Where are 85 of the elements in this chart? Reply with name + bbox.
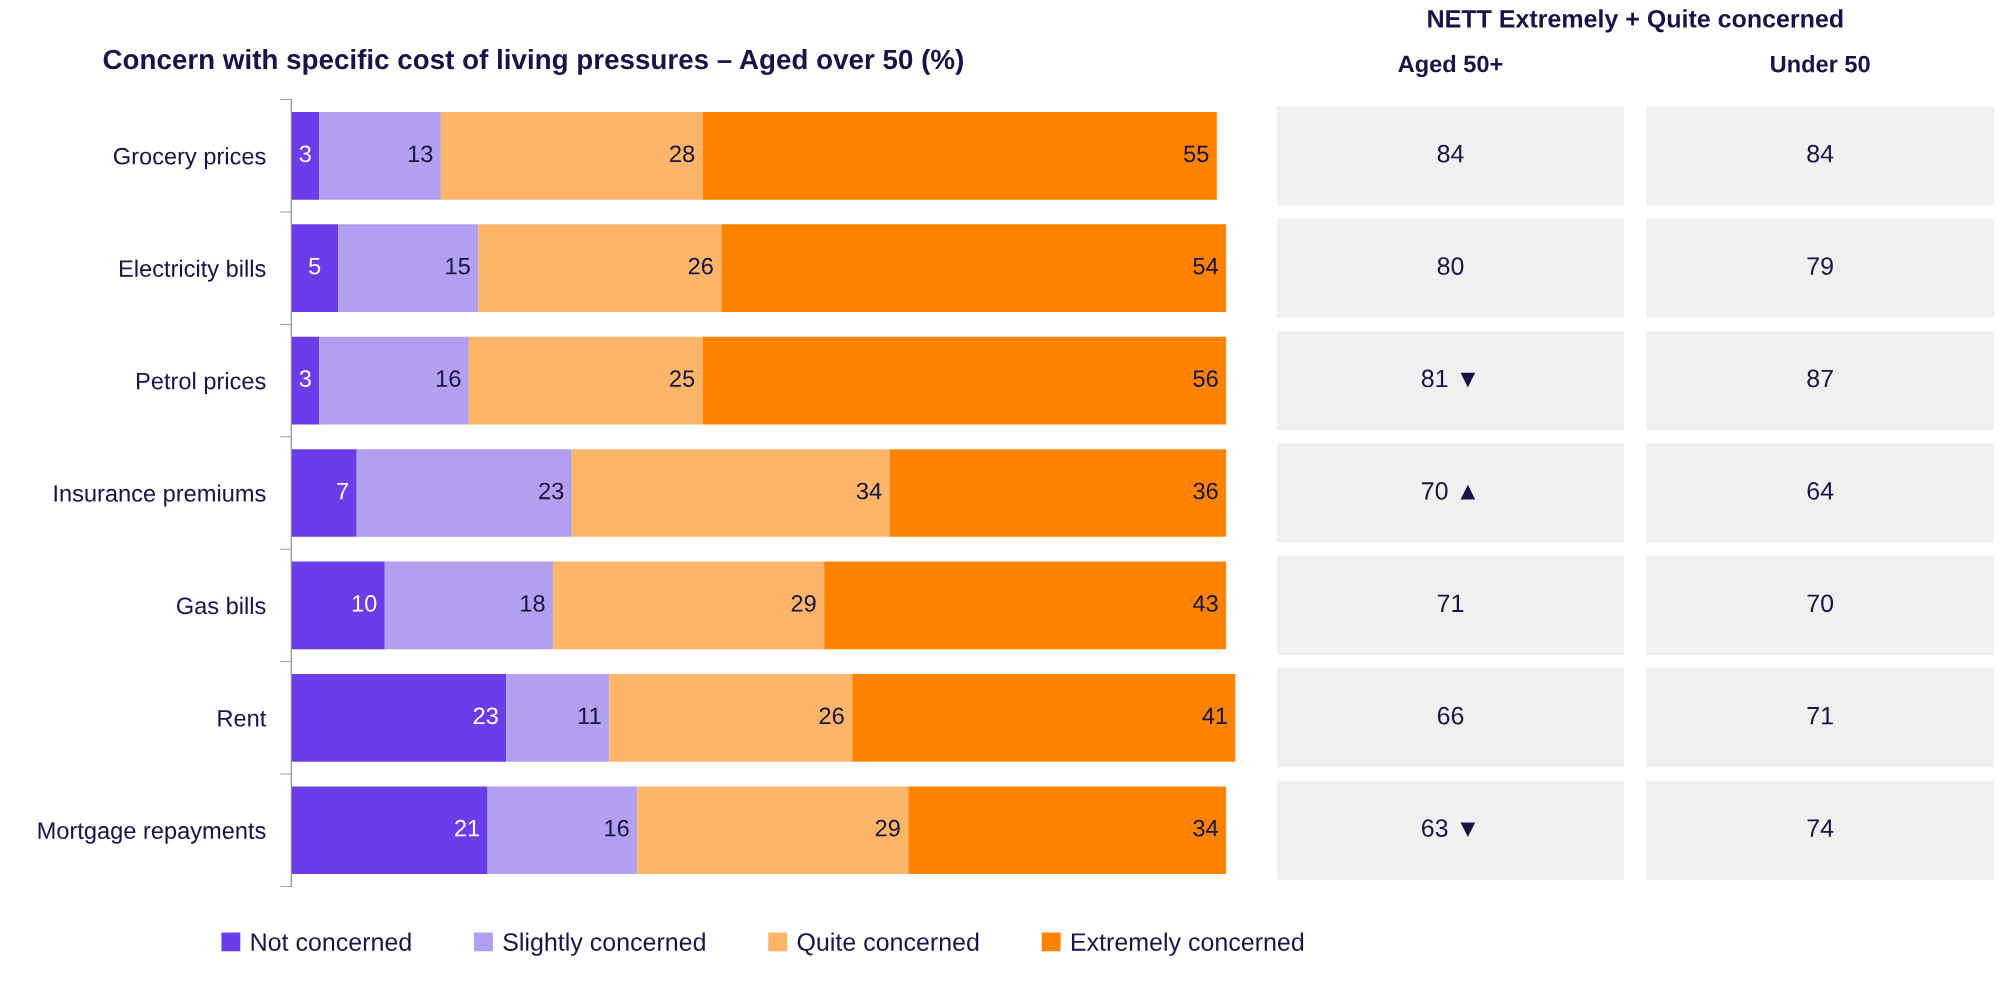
data-label: 3 — [299, 370, 311, 387]
data-label: 5 — [309, 258, 321, 275]
text: 84 — [1807, 144, 1834, 163]
text: 64 — [1807, 482, 1834, 500]
bar — [824, 561, 1227, 650]
legend-label: Quite concerned — [797, 932, 979, 956]
data-label: 3 — [299, 145, 311, 163]
chart-title: Concern with specific cost of living pressures – Aged over 50 (%) — [103, 48, 963, 75]
category-label: Under 50 — [1771, 55, 1870, 73]
data-label: 21 — [455, 819, 479, 837]
text: 66 — [1437, 706, 1464, 725]
legend-label: Extremely concerned — [1071, 932, 1304, 956]
data-label: 34 — [856, 482, 882, 500]
text: 70 — [1807, 594, 1834, 613]
text: 81 ▼ — [1421, 369, 1476, 388]
y-tick-label: Electricity bills — [119, 259, 266, 282]
legend-label: Slightly concerned — [503, 932, 705, 956]
data-label: 29 — [875, 819, 900, 837]
text: 63 ▼ — [1422, 819, 1476, 838]
text: 70 ▲ — [1422, 482, 1476, 500]
data-label: 25 — [670, 370, 695, 387]
data-label: 13 — [408, 145, 433, 163]
data-label: 26 — [819, 707, 844, 725]
bar — [637, 786, 909, 875]
data-label: 10 — [352, 595, 377, 612]
y-tick-label: Insurance premiums — [54, 484, 266, 507]
bar — [384, 561, 554, 650]
bar — [319, 336, 469, 425]
bar — [571, 449, 890, 537]
bar — [291, 673, 507, 762]
bar — [319, 111, 441, 200]
bar — [702, 336, 1227, 425]
data-label: 11 — [578, 707, 601, 724]
data-label: 54 — [1193, 258, 1219, 275]
data-label: 18 — [521, 595, 545, 612]
data-label: 36 — [1193, 482, 1218, 500]
bar — [852, 673, 1236, 762]
bar — [721, 224, 1227, 313]
bar — [506, 673, 610, 762]
data-label: 16 — [605, 819, 629, 837]
y-tick-label: Rent — [218, 710, 267, 727]
data-label: 15 — [446, 258, 470, 275]
bar — [291, 786, 488, 875]
data-label: 28 — [670, 145, 695, 163]
text: 79 — [1807, 257, 1833, 275]
data-label: 29 — [791, 595, 816, 612]
legend-label: Not concerned — [251, 932, 411, 951]
category-label: Aged 50+ — [1398, 55, 1503, 78]
bar — [487, 786, 638, 875]
bar — [553, 561, 825, 650]
y-tick-label: Mortgage repayments — [38, 822, 266, 844]
bar — [702, 111, 1217, 200]
data-label: 16 — [436, 370, 461, 387]
bar — [291, 561, 385, 650]
text: 80 — [1437, 257, 1464, 275]
data-label: 43 — [1192, 595, 1218, 612]
bar — [291, 336, 320, 425]
y-tick-label: Petrol prices — [137, 372, 266, 395]
text: 71 — [1807, 707, 1833, 725]
data-label: 26 — [688, 257, 713, 275]
data-label: 34 — [1193, 819, 1219, 837]
text: 74 — [1807, 819, 1834, 837]
text: 71 — [1437, 594, 1464, 612]
bar — [889, 449, 1227, 537]
bar — [338, 224, 479, 313]
data-label: 7 — [337, 482, 349, 500]
bar — [356, 449, 572, 537]
data-label: 55 — [1184, 145, 1209, 163]
y-tick-label: Grocery prices — [113, 147, 266, 170]
bar — [291, 224, 339, 313]
data-label: 23 — [539, 482, 564, 500]
text: NETT Extremely + Quite concerned — [1428, 9, 1843, 33]
data-label: 41 — [1202, 707, 1227, 724]
bar — [440, 111, 703, 200]
text: 87 — [1807, 369, 1833, 388]
bar — [478, 224, 722, 313]
data-label: 56 — [1193, 370, 1218, 387]
y-tick-label: Gas bills — [176, 596, 266, 615]
bar — [609, 673, 853, 762]
text: 84 — [1437, 144, 1464, 163]
data-label: 23 — [473, 707, 498, 725]
bar — [291, 111, 320, 200]
bar — [908, 786, 1227, 875]
bar — [468, 336, 703, 425]
bar — [291, 449, 357, 537]
